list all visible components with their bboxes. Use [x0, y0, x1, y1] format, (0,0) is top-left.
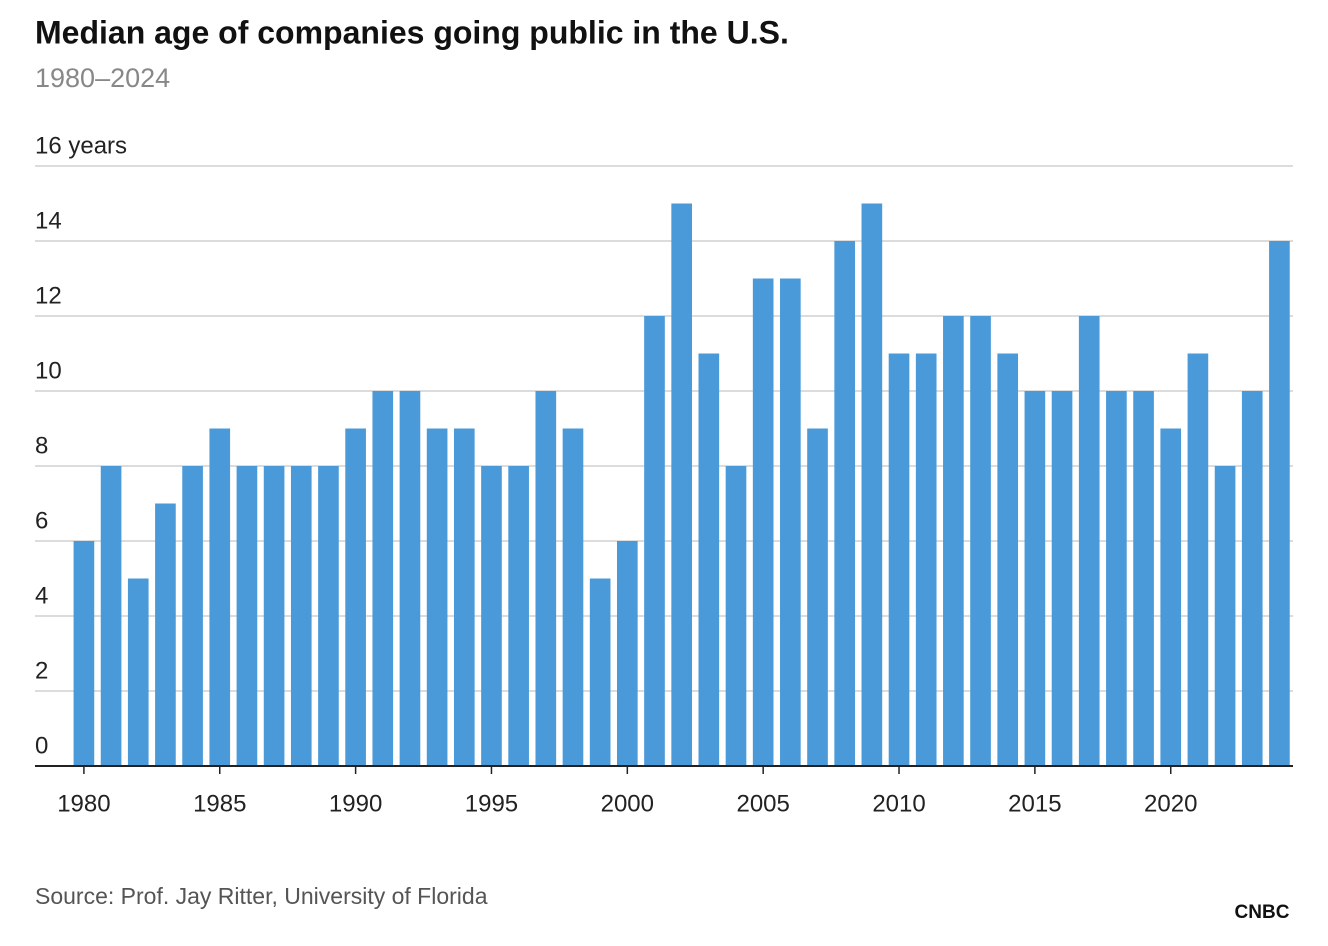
bar [182, 466, 203, 766]
chart-subtitle: 1980–2024 [35, 63, 170, 93]
bar [1106, 391, 1127, 766]
x-tick-label: 1995 [465, 790, 518, 817]
y-tick-label: 14 [35, 207, 62, 234]
bar [100, 466, 122, 766]
x-tick-label: 2005 [736, 790, 789, 817]
bar [1187, 353, 1209, 766]
y-tick-label: 4 [35, 582, 48, 609]
bar [399, 391, 421, 766]
bar [127, 578, 149, 766]
bar [318, 466, 339, 766]
bar [1160, 428, 1182, 766]
source: Source: Prof. Jay Ritter, University of … [35, 883, 488, 909]
bar [589, 578, 611, 766]
bar [481, 466, 502, 766]
y-tick-label: 0 [35, 732, 48, 759]
bar [970, 316, 991, 766]
y-tick-label: 12 [35, 282, 62, 309]
bar [155, 503, 176, 766]
chart-title: Median age of companies going public in … [35, 14, 789, 50]
bar [644, 316, 665, 766]
bar [1133, 391, 1154, 766]
x-tick-label: 2010 [872, 790, 925, 817]
bar [508, 466, 529, 766]
bar [834, 241, 856, 766]
y-tick-label: 16 years [35, 132, 127, 159]
bar [1078, 316, 1100, 766]
logo: CNBC [1235, 902, 1290, 923]
x-tick-label: 1985 [193, 790, 246, 817]
y-tick-label: 10 [35, 357, 62, 384]
bar [1024, 391, 1046, 766]
bar [943, 316, 964, 766]
bar [616, 541, 638, 766]
x-tick-label: 1980 [57, 790, 110, 817]
bar [453, 428, 475, 766]
bar [426, 428, 448, 766]
y-tick-label: 2 [35, 657, 48, 684]
bar [807, 428, 828, 766]
x-tick-label: 2015 [1008, 790, 1061, 817]
bar [372, 391, 394, 766]
bar [1241, 391, 1263, 766]
bar [861, 203, 883, 766]
bar [1214, 466, 1236, 766]
x-tick-label: 2020 [1144, 790, 1197, 817]
y-tick-label: 8 [35, 432, 48, 459]
x-tick-label: 2000 [601, 790, 654, 817]
bar [997, 353, 1019, 766]
bar [562, 428, 584, 766]
bar [888, 353, 910, 766]
bar [1269, 241, 1290, 766]
bar [236, 466, 258, 766]
bar [725, 466, 747, 766]
bar [780, 278, 801, 766]
bar [698, 353, 720, 766]
bar [671, 203, 692, 766]
bar [73, 541, 95, 766]
bar [915, 353, 937, 766]
bar [263, 466, 285, 766]
bar [535, 391, 557, 766]
y-tick-label: 6 [35, 507, 48, 534]
bar [752, 278, 774, 766]
x-tick-label: 1990 [329, 790, 382, 817]
bar [1051, 391, 1073, 766]
bar [290, 466, 312, 766]
bar [345, 428, 366, 766]
bar [209, 428, 231, 766]
